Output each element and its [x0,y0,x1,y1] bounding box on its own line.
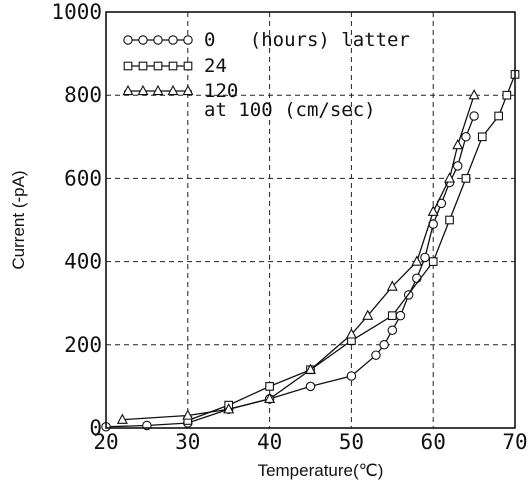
data-point-triangle [427,205,439,216]
data-point-triangle [468,89,480,100]
legend-marker-square [168,61,178,71]
x-tick-label: 70 [502,430,527,454]
x-axis-title: Temperature(℃) [258,461,384,480]
data-point-circle [346,371,357,381]
legend-marker-triangle [152,84,164,96]
legend-marker-square [153,61,163,71]
legend-marker-circle [168,35,178,45]
data-point-circle [305,381,316,392]
y-tick-label: 1000 [51,0,102,24]
series-line-circle [105,115,475,428]
y-tick-label: 600 [64,166,102,190]
data-point-triangle [411,255,423,266]
legend-entry-square: 24 [123,55,227,77]
legend-note: at 100 (cm/sec) [204,99,376,121]
data-point-triangle [223,403,235,414]
y-tick-label: 400 [64,250,102,274]
x-tick-label: 20 [93,430,118,454]
plot-frame [105,11,516,429]
data-point-triangle [444,172,456,183]
data-point-triangle [116,413,128,424]
legend-entry-triangle: 120 [122,80,238,102]
legend-marker-circle [183,35,193,45]
data-point-square [265,382,274,391]
y-tick-labels: 0 200 400 600 800 1000 [51,0,102,440]
data-point-square [428,257,438,266]
data-point-square [387,311,397,321]
legend-marker-square [138,61,148,71]
legend-label: 120 [204,80,238,102]
data-point-square [461,174,471,183]
y-tick-label: 800 [64,83,102,107]
data-point-circle [469,111,479,121]
x-tick-label: 40 [257,430,282,454]
data-point-triangle [345,328,357,339]
series-group [101,70,520,432]
data-point-square [494,111,503,121]
data-point-triangle [304,363,317,374]
y-tick-label: 0 [89,416,102,440]
data-point-circle [452,161,463,171]
x-tick-label: 50 [339,430,364,454]
data-point-triangle [362,309,374,320]
data-point-square [445,215,454,225]
x-tick-labels: 20 30 40 50 60 70 [93,430,527,454]
x-tick-label: 30 [175,430,200,454]
legend-marker-square [123,61,133,71]
legend-label: 24 [204,55,227,77]
y-tick-label: 200 [64,333,102,357]
data-point-circle [395,310,406,321]
x-tick-label: 60 [421,430,446,454]
data-point-triangle [264,392,276,404]
series-triangle [116,89,480,424]
legend-marker-circle [123,35,133,45]
legend-label: 0 (hours) latter [204,29,410,51]
data-point-square [477,132,487,142]
data-point-circle [461,132,471,142]
legend-marker-triangle [122,84,134,96]
legend-marker-square [183,61,193,71]
legend-entry-circle: 0 (hours) latter [123,29,410,51]
legend-marker-triangle [137,84,149,96]
legend-marker-circle [153,35,163,45]
legend-marker-triangle [167,84,179,96]
legend-marker-circle [138,35,148,45]
data-point-circle [387,325,398,335]
y-axis-title: Current (-pA) [9,170,28,269]
data-point-square [502,90,512,100]
data-point-circle [371,350,381,360]
data-point-circle [420,252,430,263]
data-point-circle [379,340,389,350]
series-circle [101,111,479,432]
data-point-triangle [182,409,194,420]
data-point-triangle [386,280,398,291]
data-point-triangle [452,138,464,150]
data-point-circle [412,273,422,283]
legend-marker-triangle [182,84,194,96]
